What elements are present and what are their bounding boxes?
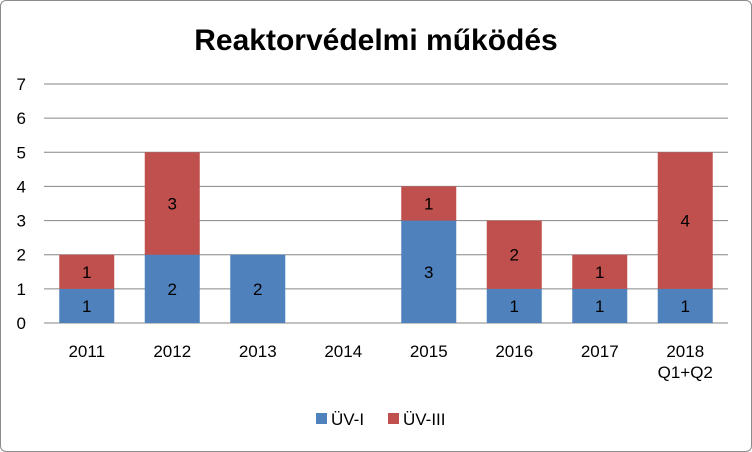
data-label: 1	[595, 297, 604, 316]
x-tick-label: 2011	[68, 342, 105, 361]
bar	[486, 288, 542, 323]
y-tick-label: 7	[17, 75, 26, 94]
bars	[59, 152, 713, 323]
x-tick-label: Q1+Q2	[658, 363, 713, 382]
data-labels: 1 1 2 3 2 3 1 1 2 1 1 1 4	[82, 195, 690, 316]
bar	[401, 220, 457, 323]
y-tick-label: 3	[17, 212, 26, 231]
bar	[59, 288, 115, 323]
x-tick-label: 2012	[153, 342, 191, 361]
data-label: 2	[510, 246, 519, 265]
bar	[657, 152, 713, 289]
y-tick-label: 0	[17, 314, 26, 333]
x-tick-label: 2018	[666, 342, 704, 361]
bar	[401, 186, 457, 221]
x-tick-label: 2014	[324, 342, 362, 361]
legend-swatch	[388, 413, 399, 424]
data-label: 1	[595, 263, 604, 282]
bar	[657, 288, 713, 323]
legend-label: ÜV-III	[403, 410, 446, 429]
data-label: 2	[168, 280, 177, 299]
y-tick-label: 2	[17, 246, 26, 265]
bar	[144, 152, 200, 255]
data-label: 1	[424, 195, 433, 214]
y-axis-ticks: 0 1 2 3 4 5 6 7	[17, 75, 26, 333]
y-tick-label: 5	[17, 143, 26, 162]
x-tick-label: 2015	[410, 342, 448, 361]
bar	[572, 288, 628, 323]
x-tick-label: 2013	[239, 342, 277, 361]
bar	[144, 254, 200, 323]
chart-title: Reaktorvédelmi működés	[194, 24, 557, 57]
x-tick-label: 2016	[495, 342, 533, 361]
data-label: 1	[681, 297, 690, 316]
x-tick-label: 2017	[581, 342, 619, 361]
data-label: 3	[424, 263, 433, 282]
bar	[572, 254, 628, 289]
data-label: 1	[82, 263, 91, 282]
y-tick-label: 6	[17, 109, 26, 128]
data-label: 1	[82, 297, 91, 316]
legend-swatch	[316, 413, 327, 424]
legend: ÜV-I ÜV-III	[316, 410, 446, 429]
y-tick-label: 1	[17, 280, 26, 299]
x-axis-ticks: 2011 2012 2013 2014 2015 2016 2017 2018 Q1+Q2	[68, 342, 712, 382]
bar	[59, 254, 115, 289]
bar	[486, 220, 542, 289]
data-label: 1	[510, 297, 519, 316]
y-tick-label: 4	[17, 177, 26, 196]
data-label: 3	[168, 195, 177, 214]
bar	[230, 254, 286, 323]
data-label: 2	[253, 280, 262, 299]
legend-label: ÜV-I	[331, 410, 364, 429]
data-label: 4	[681, 212, 690, 231]
